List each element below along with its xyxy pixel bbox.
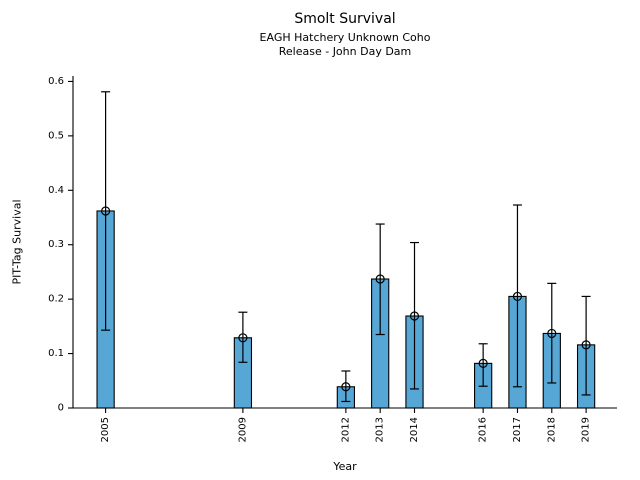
x-tick-label: 2009 [237, 417, 248, 442]
x-tick-label: 2014 [409, 417, 420, 442]
x-axis-label: Year [333, 460, 357, 473]
x-tick-label: 2019 [581, 417, 592, 442]
x-tick-label: 2016 [478, 417, 489, 442]
y-tick-label: 0.1 [48, 348, 64, 359]
data-point-marker [478, 358, 488, 368]
chart-title: Smolt Survival [294, 11, 396, 27]
x-tick-label: 2018 [546, 417, 557, 442]
chart-subtitle-line1: EAGH Hatchery Unknown Coho [259, 31, 431, 44]
data-point-marker [238, 333, 248, 343]
data-point-marker [101, 206, 111, 216]
x-tick-label: 2017 [512, 417, 523, 442]
x-tick-label: 2012 [340, 417, 351, 442]
y-tick-label: 0.6 [48, 76, 64, 87]
data-point-marker [341, 382, 351, 392]
y-tick-label: 0 [58, 403, 64, 414]
data-point-marker [512, 291, 523, 302]
data-point-marker [547, 328, 557, 339]
y-tick-label: 0.3 [48, 239, 64, 250]
y-tick-label: 0.5 [48, 130, 64, 141]
chart-subtitle-line2: Release - John Day Dam [278, 45, 412, 58]
data-point-marker [581, 340, 591, 350]
y-axis-label: PIT-Tag Survival [10, 199, 24, 285]
y-tick-label: 0.2 [48, 294, 64, 305]
x-tick-label: 2005 [100, 417, 111, 442]
data-point-marker [375, 274, 385, 284]
y-tick-label: 0.4 [48, 185, 64, 196]
data-point-marker [409, 311, 420, 321]
x-tick-label: 2013 [375, 417, 386, 442]
